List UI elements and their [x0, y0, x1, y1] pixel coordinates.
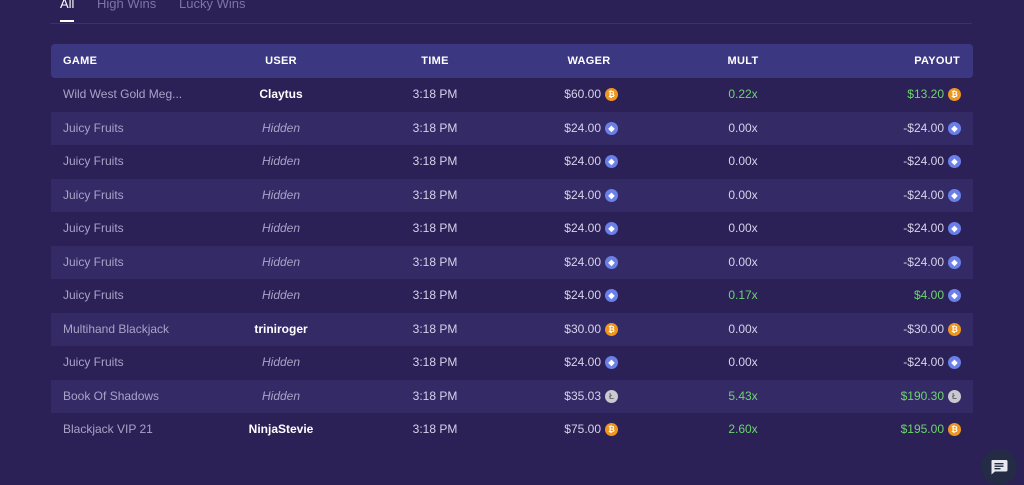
tab-lucky-wins[interactable]: Lucky Wins	[179, 0, 246, 11]
table-row[interactable]: Juicy Fruits Hidden 3:18 PM $24.00 ◆ 0.00…	[51, 245, 973, 280]
ethereum-icon: ◆	[605, 188, 618, 202]
ethereum-icon: ◆	[948, 222, 961, 236]
chat-icon	[991, 460, 1008, 475]
table-row[interactable]: Juicy Fruits Hidden 3:18 PM $24.00 ◆ 0.00…	[51, 212, 973, 246]
bitcoin-icon: ₿	[948, 88, 961, 102]
litecoin-icon: Ł	[948, 389, 961, 403]
wager-amount: $24.00 ◆	[564, 279, 618, 313]
tab-high-wins[interactable]: High Wins	[97, 0, 157, 11]
ethereum-icon: ◆	[948, 155, 961, 169]
tab-all[interactable]: All	[60, 0, 75, 22]
ethereum-icon: ◆	[605, 222, 618, 236]
table-row[interactable]: Juicy Fruits Hidden 3:18 PM $24.00 ◆ 0.00…	[51, 111, 973, 146]
wager-amount: $24.00 ◆	[564, 112, 618, 146]
chat-button[interactable]	[981, 449, 1017, 485]
bitcoin-icon: ₿	[948, 322, 961, 336]
payout-amount: $4.00 ◆	[914, 279, 961, 313]
column-header-wager: WAGER	[567, 55, 611, 67]
wager-amount: $60.00 ₿	[564, 78, 618, 112]
ethereum-icon: ◆	[948, 188, 961, 202]
wager-amount: $24.00 ◆	[564, 246, 618, 280]
game-name[interactable]: Juicy Fruits	[63, 221, 124, 235]
ethereum-icon: ◆	[605, 289, 618, 303]
table-row[interactable]: Juicy Fruits Hidden 3:18 PM $24.00 ◆ 0.00…	[51, 178, 973, 213]
table-row[interactable]: Juicy Fruits Hidden 3:18 PM $24.00 ◆ 0.00…	[51, 145, 973, 179]
litecoin-icon: Ł	[605, 389, 618, 403]
table-row[interactable]: Wild West Gold Meg... Claytus 3:18 PM $6…	[51, 78, 973, 112]
table-row[interactable]: Juicy Fruits Hidden 3:18 PM $24.00 ◆ 0.00…	[51, 346, 973, 380]
table-body: Wild West Gold Meg... Claytus 3:18 PM $6…	[51, 78, 973, 447]
ethereum-icon: ◆	[948, 255, 961, 269]
game-name[interactable]: Juicy Fruits	[63, 254, 124, 269]
ethereum-icon: ◆	[605, 255, 618, 269]
column-header-time: TIME	[421, 55, 449, 67]
bets-tabs: All High Wins Lucky Wins	[50, 0, 972, 24]
payout-amount: -$24.00 ◆	[903, 179, 961, 213]
bets-table: GAME USER TIME WAGER MULT PAYOUT Wild We…	[51, 44, 973, 447]
game-name[interactable]: Book Of Shadows	[63, 388, 160, 403]
ethereum-icon: ◆	[948, 121, 961, 135]
bitcoin-icon: ₿	[605, 88, 618, 102]
table-row[interactable]: Blackjack VIP 21 NinjaStevie 3:18 PM $75…	[51, 413, 973, 447]
table-row[interactable]: Multihand Blackjack triniroger 3:18 PM $…	[51, 312, 973, 347]
game-name[interactable]: Multihand Blackjack	[63, 321, 170, 336]
bitcoin-icon: ₿	[948, 423, 961, 437]
payout-amount: $13.20 ₿	[907, 78, 961, 112]
wager-amount: $35.03 Ł	[564, 380, 618, 414]
ethereum-icon: ◆	[605, 121, 618, 135]
payout-amount: -$24.00 ◆	[903, 112, 961, 146]
ethereum-icon: ◆	[948, 289, 961, 303]
ethereum-icon: ◆	[605, 356, 618, 370]
game-name[interactable]: Juicy Fruits	[63, 154, 124, 168]
payout-amount: $195.00 ₿	[901, 413, 961, 447]
game-name[interactable]: Wild West Gold Meg...	[63, 87, 183, 101]
payout-amount: $190.30 Ł	[901, 380, 961, 414]
table-row[interactable]: Juicy Fruits Hidden 3:18 PM $24.00 ◆ 0.17…	[51, 279, 973, 313]
payout-amount: -$30.00 ₿	[903, 313, 961, 347]
game-name[interactable]: Juicy Fruits	[63, 288, 124, 302]
column-header-game: GAME	[63, 55, 98, 67]
table-row[interactable]: Book Of Shadows Hidden 3:18 PM $35.03 Ł 5…	[51, 379, 973, 414]
ethereum-icon: ◆	[948, 356, 961, 370]
wager-amount: $75.00 ₿	[564, 413, 618, 447]
wager-amount: $24.00 ◆	[564, 145, 618, 179]
payout-amount: -$24.00 ◆	[903, 246, 961, 280]
payout-amount: -$24.00 ◆	[903, 145, 961, 179]
column-header-user: USER	[265, 55, 297, 67]
table-header: GAME USER TIME WAGER MULT PAYOUT	[51, 44, 973, 78]
bitcoin-icon: ₿	[605, 322, 618, 336]
column-header-payout: PAYOUT	[914, 55, 960, 67]
payout-amount: -$24.00 ◆	[903, 346, 961, 380]
column-header-mult: MULT	[727, 55, 759, 67]
game-name[interactable]: Juicy Fruits	[63, 355, 124, 369]
game-name[interactable]: Juicy Fruits	[63, 187, 124, 202]
bitcoin-icon: ₿	[605, 423, 618, 437]
ethereum-icon: ◆	[605, 155, 618, 169]
game-name[interactable]: Blackjack VIP 21	[63, 422, 153, 436]
wager-amount: $24.00 ◆	[564, 346, 618, 380]
wager-amount: $30.00 ₿	[564, 313, 618, 347]
wager-amount: $24.00 ◆	[564, 212, 618, 246]
payout-amount: -$24.00 ◆	[903, 212, 961, 246]
game-name[interactable]: Juicy Fruits	[63, 120, 124, 135]
wager-amount: $24.00 ◆	[564, 179, 618, 213]
